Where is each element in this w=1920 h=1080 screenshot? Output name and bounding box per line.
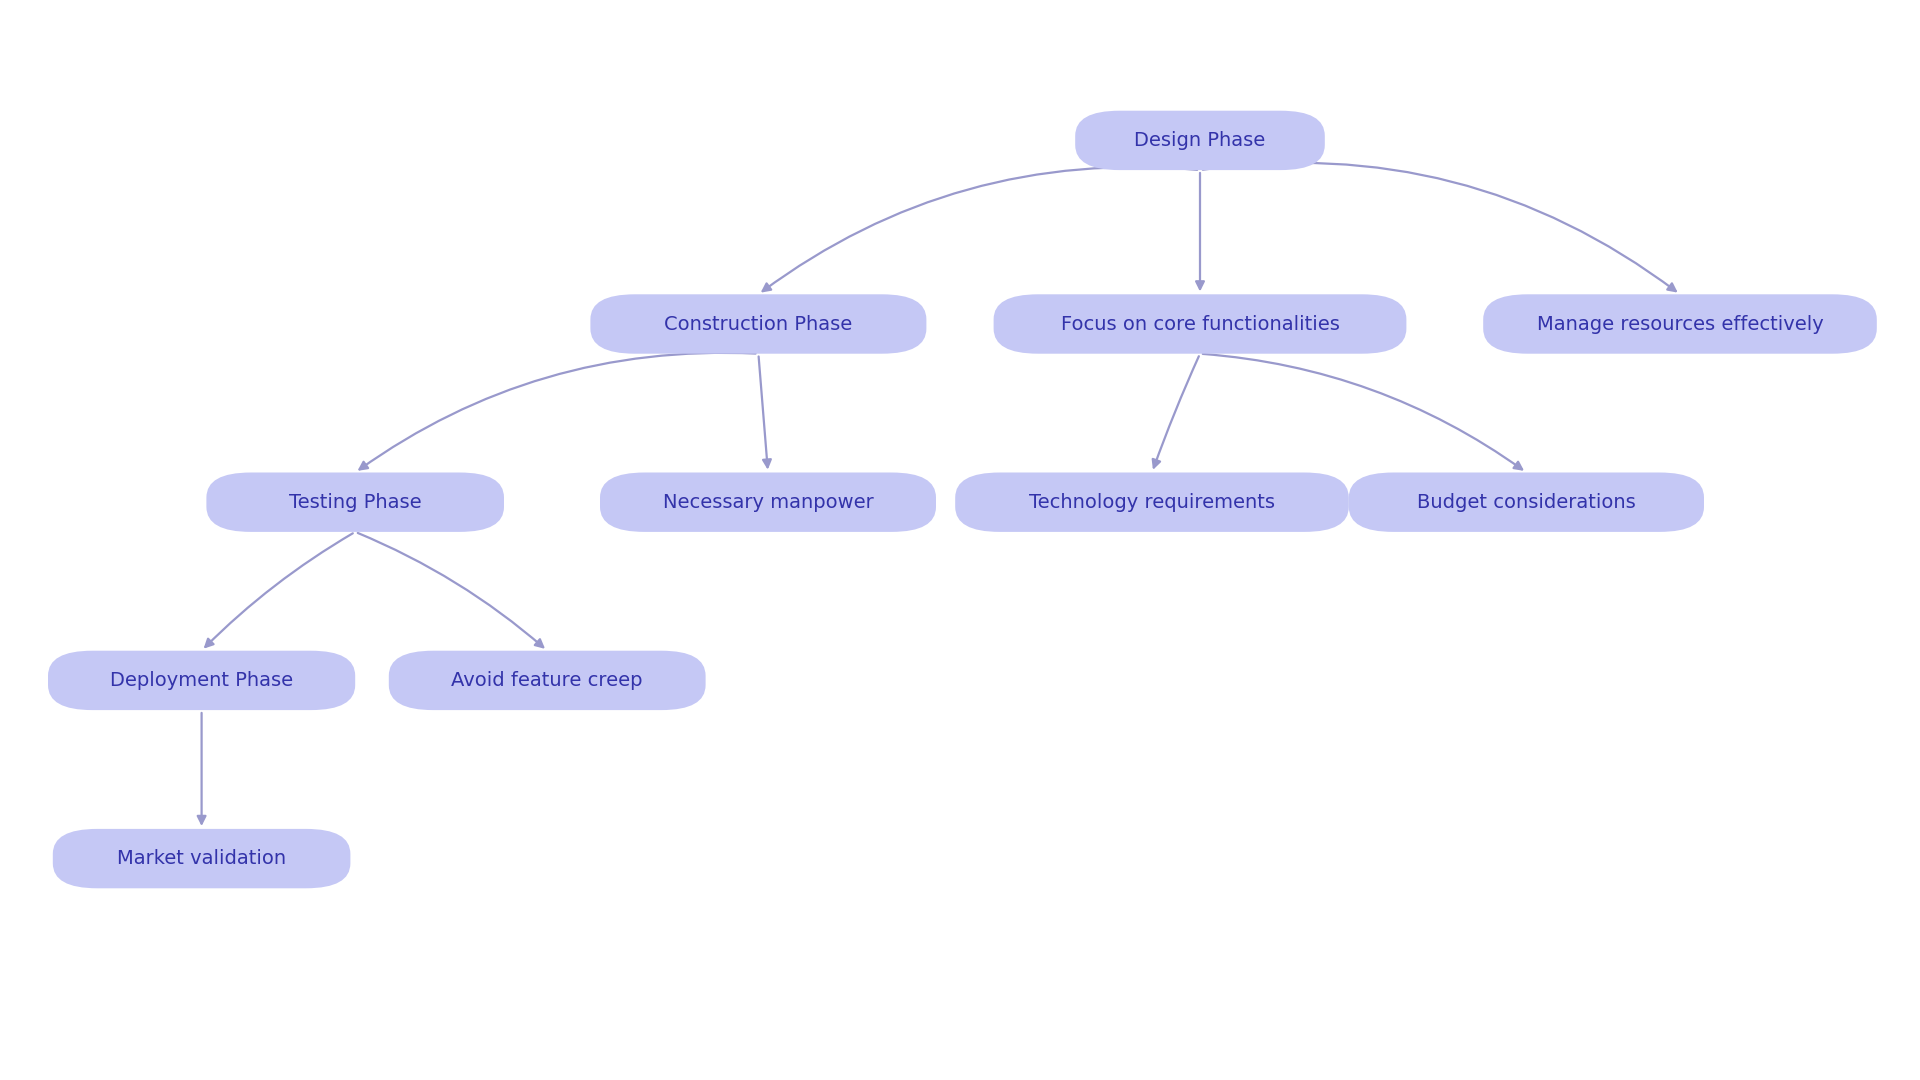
FancyBboxPatch shape [1482,294,1876,354]
FancyBboxPatch shape [207,472,503,531]
Text: Design Phase: Design Phase [1135,131,1265,150]
Text: Focus on core functionalities: Focus on core functionalities [1060,314,1340,334]
FancyBboxPatch shape [591,294,925,354]
Text: Manage resources effectively: Manage resources effectively [1536,314,1824,334]
FancyBboxPatch shape [954,472,1348,531]
Text: Avoid feature creep: Avoid feature creep [451,671,643,690]
FancyBboxPatch shape [1348,472,1705,531]
Text: Necessary manpower: Necessary manpower [662,492,874,512]
Text: Technology requirements: Technology requirements [1029,492,1275,512]
FancyBboxPatch shape [1075,110,1325,170]
FancyBboxPatch shape [995,294,1405,354]
Text: Construction Phase: Construction Phase [664,314,852,334]
Text: Budget considerations: Budget considerations [1417,492,1636,512]
FancyBboxPatch shape [599,472,937,531]
FancyBboxPatch shape [48,650,355,711]
Text: Deployment Phase: Deployment Phase [109,671,294,690]
Text: Market validation: Market validation [117,849,286,868]
FancyBboxPatch shape [52,829,349,888]
FancyBboxPatch shape [388,650,705,711]
Text: Testing Phase: Testing Phase [288,492,422,512]
